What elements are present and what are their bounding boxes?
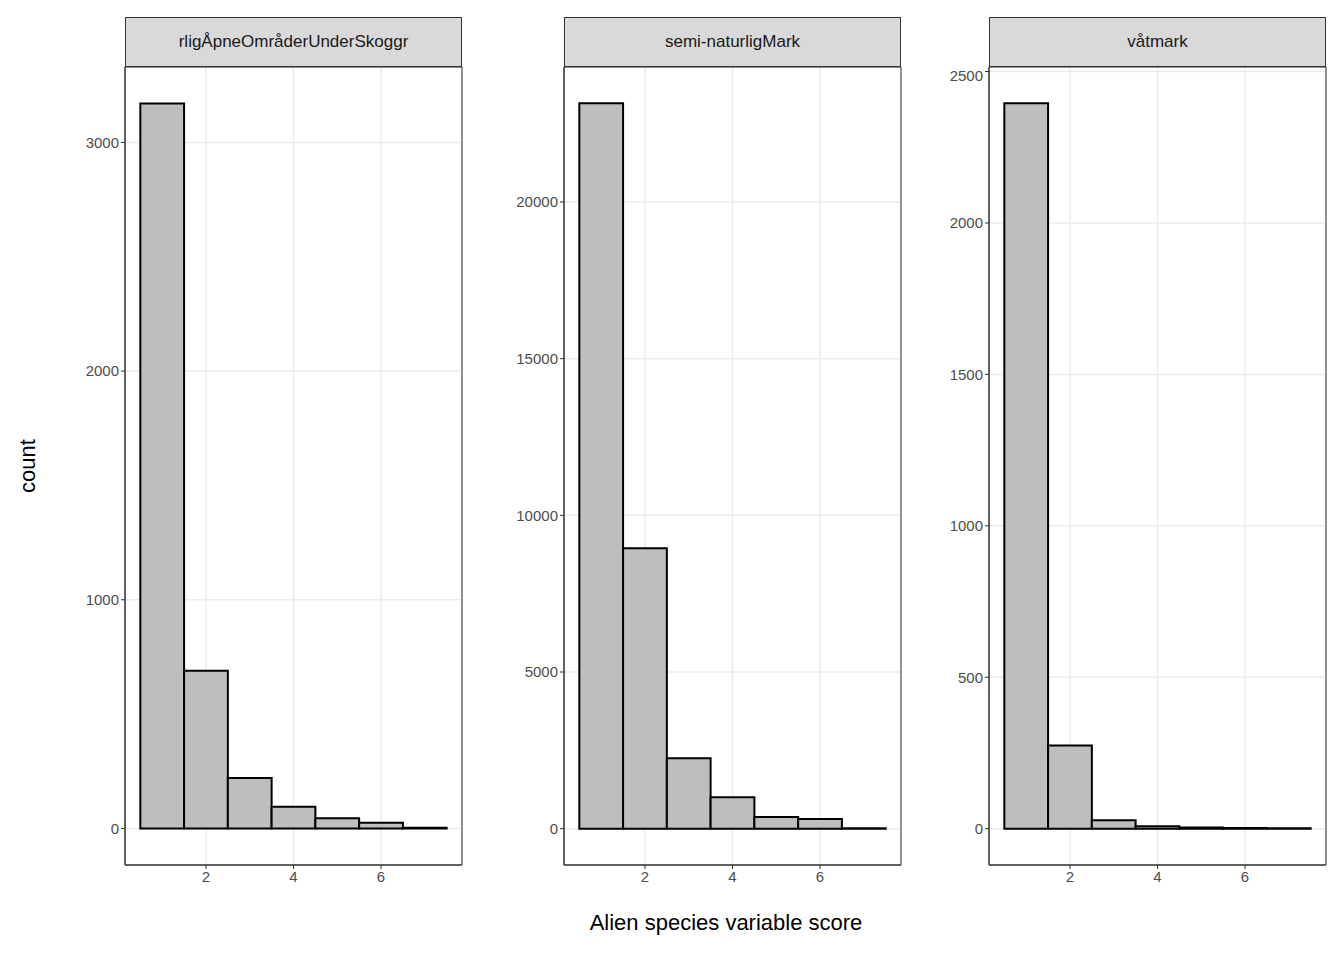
svg-text:2000: 2000 [86,362,119,379]
svg-text:10000: 10000 [516,507,558,524]
svg-text:4: 4 [289,868,297,885]
svg-text:4: 4 [728,868,736,885]
svg-text:1500: 1500 [950,366,983,383]
svg-text:1000: 1000 [86,591,119,608]
svg-text:0: 0 [975,820,983,837]
html-text:våtmark: våtmark [1127,32,1188,51]
svg-text:2: 2 [1066,868,1074,885]
svg-text:3000: 3000 [86,134,119,151]
svg-text:0: 0 [111,820,119,837]
svg-text:2: 2 [641,868,649,885]
svg-text:6: 6 [816,868,824,885]
svg-text:2: 2 [202,868,210,885]
html-text:semi-naturligMark: semi-naturligMark [665,32,800,51]
svg-text:1000: 1000 [950,517,983,534]
svg-text:2000: 2000 [950,214,983,231]
html-text:rligÅpneOmråderUnderSkoggr: rligÅpneOmråderUnderSkoggr [178,32,409,51]
svg-text:6: 6 [377,868,385,885]
svg-text:500: 500 [958,669,983,686]
svg-text:20000: 20000 [516,193,558,210]
html-text:Alien species variable score: Alien species variable score [589,910,863,935]
html-text:count: count [15,439,40,493]
svg-text:15000: 15000 [516,350,558,367]
svg-text:0: 0 [550,820,558,837]
svg-text:6: 6 [1241,868,1249,885]
svg-text:4: 4 [1153,868,1161,885]
svg-text:5000: 5000 [525,663,558,680]
svg-text:2500: 2500 [950,67,983,84]
